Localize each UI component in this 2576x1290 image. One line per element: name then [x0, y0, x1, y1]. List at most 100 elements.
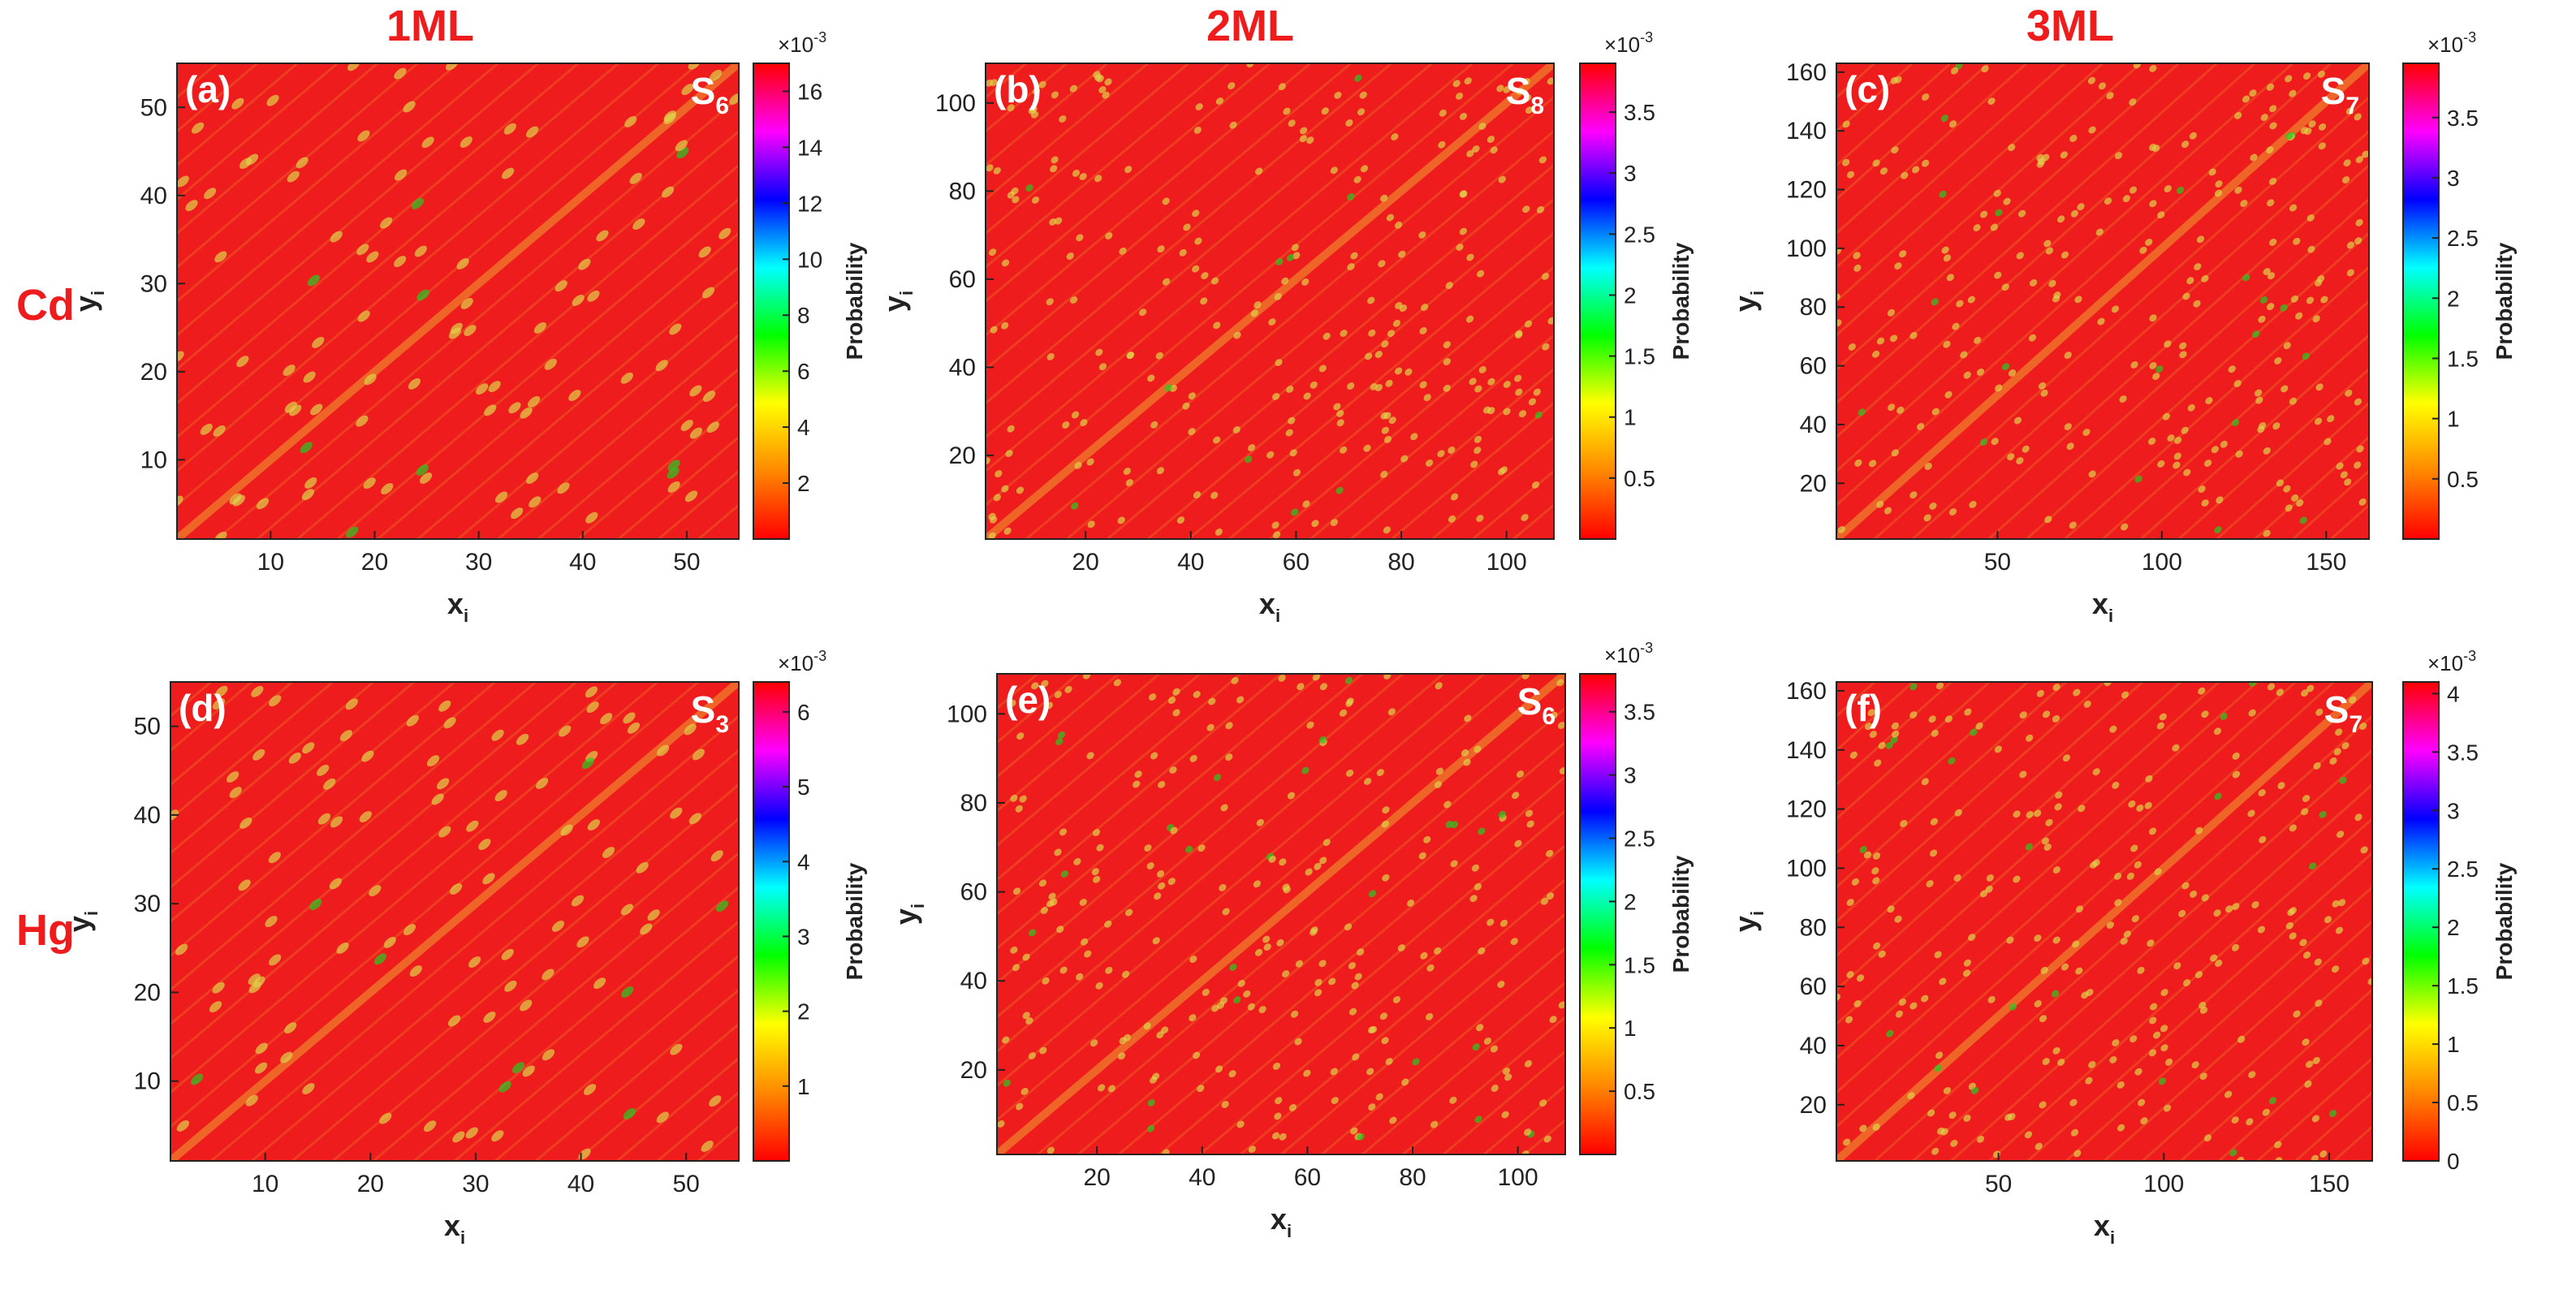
probability-spot: [2267, 272, 2276, 280]
probability-spot: [2181, 140, 2190, 149]
probability-spot: [1476, 270, 1485, 278]
probability-spot: [1516, 88, 1524, 96]
diagonal-stripe: [177, 63, 619, 438]
y-tick-label: 140: [1786, 118, 1827, 145]
axes-frame: [170, 681, 740, 1162]
probability-spot: [1125, 479, 1133, 487]
y-tick-label: 120: [1786, 796, 1827, 823]
probability-spot: [2287, 908, 2295, 917]
probability-spot: [2315, 279, 2323, 287]
probability-spot: [1557, 722, 1565, 729]
x-tick-label: 50: [1985, 1171, 2012, 1197]
x-tick-label: 150: [2306, 549, 2346, 576]
probability-spot: [1872, 159, 1880, 167]
probability-spot: [1463, 758, 1471, 766]
probability-spot: [1350, 1127, 1358, 1135]
y-axis-label: yi: [1728, 291, 1767, 312]
probability-spot: [2173, 452, 2181, 460]
probability-spot: [245, 1094, 258, 1107]
probability-spot: [1292, 468, 1301, 477]
probability-spot: [1253, 880, 1261, 888]
x-axis-label: xi: [1271, 1202, 1292, 1241]
probability-spot: [1929, 849, 1938, 857]
probability-spot: [2301, 689, 2309, 697]
probability-spot: [2251, 901, 2259, 908]
probability-spot: [1268, 855, 1276, 863]
probability-spot: [1354, 973, 1362, 981]
probability-spot: [2199, 1072, 2207, 1081]
probability-spot: [1046, 1146, 1055, 1154]
colorbar-tick-label: 2: [1624, 283, 1637, 308]
diagonal-stripe: [997, 674, 1120, 779]
probability-spot: [1049, 218, 1057, 226]
probability-spot: [2060, 963, 2069, 971]
probability-spot: [1182, 402, 1190, 410]
probability-spot: [1490, 1045, 1499, 1053]
x-axis-label-sub: i: [464, 606, 468, 626]
probability-spot: [1979, 210, 1988, 218]
diagonal-stripe: [251, 749, 739, 1161]
probability-spot: [339, 730, 352, 742]
probability-spot: [1964, 708, 1972, 716]
diagonal-stripe: [177, 63, 218, 99]
probability-spot: [1927, 1109, 1935, 1117]
probability-spot: [2073, 1150, 2082, 1158]
probability-spot: [1376, 769, 1384, 777]
probability-spot: [1472, 1043, 1480, 1051]
probability-spot: [300, 442, 313, 454]
probability-spot: [1149, 1076, 1158, 1084]
colorbar-tick-label: 3.5: [2447, 740, 2479, 765]
probability-spot: [1172, 688, 1180, 696]
probability-spot: [1095, 982, 1103, 990]
probability-spot: [2354, 461, 2362, 469]
probability-spot: [1096, 843, 1104, 852]
diagonal-stripe: [170, 682, 334, 820]
probability-spot: [1846, 971, 1854, 978]
probability-spot: [627, 722, 641, 734]
probability-spot: [529, 496, 542, 508]
probability-spot: [1858, 408, 1866, 416]
probability-spot: [1306, 136, 1314, 145]
probability-spot: [557, 482, 570, 494]
probability-spot: [1836, 319, 1842, 327]
probability-spot: [1353, 175, 1361, 183]
probability-spot: [1359, 91, 1367, 99]
probability-spot: [2257, 925, 2266, 934]
probability-spot: [1054, 848, 1062, 856]
probability-spot: [2339, 776, 2347, 784]
probability-spot: [1426, 964, 1435, 972]
probability-spot: [2285, 132, 2293, 140]
probability-spot: [1025, 184, 1033, 192]
probability-spot: [2289, 824, 2297, 832]
colorbar-tick-label: 0.5: [1624, 1079, 1655, 1104]
probability-spot: [268, 852, 281, 864]
probability-spot: [2301, 808, 2309, 816]
probability-spot: [1000, 321, 1009, 330]
probability-spot: [2181, 426, 2189, 434]
probability-spot: [1352, 1053, 1360, 1061]
probability-spot: [2268, 178, 2277, 185]
probability-spot: [1254, 948, 1263, 956]
probability-spot: [177, 351, 184, 363]
probability-spot: [1197, 844, 1206, 852]
diagonal-stripe: [170, 682, 658, 1094]
probability-spot: [2095, 228, 2104, 236]
x-tick-label: 30: [462, 1171, 489, 1197]
probability-spot: [456, 258, 469, 270]
probability-spot: [2001, 363, 2010, 371]
probability-spot: [2119, 395, 2127, 403]
diagonal-stripe: [2330, 504, 2369, 539]
probability-spot: [364, 373, 377, 386]
axes-frame: [996, 673, 1566, 1155]
diagonal-stripe: [997, 674, 1282, 916]
probability-spot: [997, 1120, 1005, 1128]
probability-spot: [1098, 363, 1107, 371]
probability-spot: [2324, 438, 2332, 446]
probability-spot: [406, 714, 419, 727]
probability-spot: [2016, 252, 2024, 260]
probability-spot: [2092, 859, 2100, 867]
probability-spot: [1540, 897, 1549, 905]
panel-letter: (e): [1005, 679, 1051, 721]
probability-spot: [2213, 727, 2222, 736]
probability-spot: [1950, 1139, 1958, 1147]
